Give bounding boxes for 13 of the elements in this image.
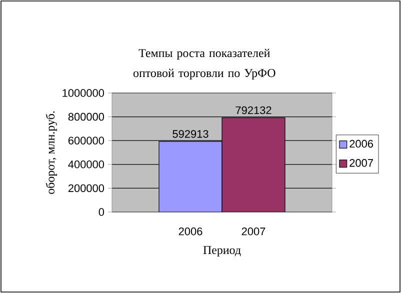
y-tick-label: 0 [98,208,104,216]
data-label: 792132 [236,106,272,114]
chart-title: Темпы роста показателей оптовой торговли по УрФО [133,48,276,80]
x-axis-title: Период [203,246,241,256]
y-tick-label: 800000 [68,112,104,121]
y-tick-label: 200000 [68,184,104,192]
data-label: 592913 [172,130,208,138]
y-tick-label: 1000000 [62,89,104,97]
y-axis-title: оборот, млн.руб. [46,111,57,194]
legend-label: 2007 [350,159,373,167]
legend-label: 2006 [350,140,374,148]
y-tick-label: 400000 [68,160,104,168]
y-tick-label: 600000 [68,136,104,144]
